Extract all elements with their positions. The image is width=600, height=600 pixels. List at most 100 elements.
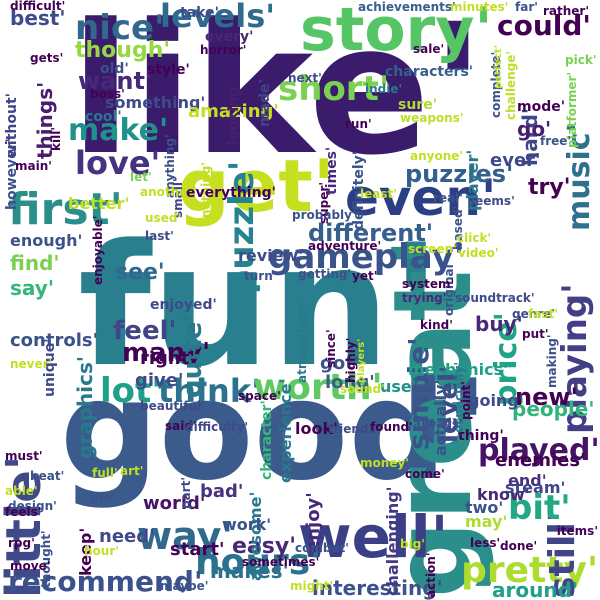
word-fast: fast': [528, 307, 558, 321]
word-let: let': [130, 170, 152, 184]
word-enjoyable: enjoyable': [91, 215, 105, 286]
word-real: real': [433, 191, 463, 205]
word-move: move': [10, 559, 51, 573]
word-ever: ever': [490, 150, 541, 171]
word-long: long': [325, 372, 375, 393]
word-played: played': [478, 433, 600, 468]
word-better: better': [68, 194, 130, 213]
word-mode: mode': [517, 99, 566, 115]
word-well: well': [298, 503, 449, 571]
word-art: art': [120, 464, 144, 478]
word-say: say': [10, 276, 54, 300]
word-every: every': [205, 29, 254, 45]
word-big: big': [400, 537, 425, 551]
word-first: first': [8, 184, 124, 235]
word-short: short': [278, 69, 390, 109]
word-come: come': [405, 467, 445, 481]
word-want: want': [78, 67, 153, 95]
word-try: try': [528, 175, 571, 200]
word-sometimes: sometimes': [242, 555, 320, 569]
word-may: may': [465, 512, 508, 531]
word-adventure: adventure': [308, 239, 382, 253]
word-though: though': [75, 38, 171, 63]
word-amazing: amazing': [188, 101, 279, 122]
word-pretty: pretty': [461, 550, 598, 591]
word-know: know': [477, 485, 530, 504]
word-everything: everything': [186, 185, 276, 201]
word-full: full': [92, 466, 118, 480]
word-get: get': [178, 144, 335, 228]
word-difficulty: difficulty': [185, 420, 249, 434]
word-items: items': [556, 524, 598, 538]
word-done: done': [500, 539, 538, 553]
word-people: people': [512, 397, 595, 421]
word-sound: sound': [340, 382, 385, 396]
word-space: space': [238, 389, 281, 403]
word-pick: pick': [565, 53, 597, 67]
word-feels: feels': [5, 505, 42, 519]
word-graphics: graphics': [73, 356, 97, 459]
word-thing: thing': [458, 428, 504, 444]
word-able: able': [5, 484, 38, 498]
word-yet: yet': [352, 269, 378, 283]
word-horror: horror': [200, 43, 247, 57]
word-video: video': [458, 246, 499, 260]
word-turn: turn': [244, 269, 277, 283]
word-part: part': [179, 477, 193, 510]
word-design: design': [8, 499, 57, 513]
word-next: next': [288, 71, 322, 85]
word-recommend: recommend': [8, 565, 203, 598]
word-worth: worth': [253, 367, 383, 408]
word-make: make': [68, 113, 169, 148]
word-see: see': [115, 260, 165, 285]
word-mechanics: mechanics': [408, 360, 508, 379]
word-system: system': [402, 277, 455, 291]
word-enjoyed: enjoyed': [150, 297, 217, 313]
word-work: work': [222, 515, 272, 534]
word-seems: seems': [468, 194, 515, 208]
word-free: free': [540, 134, 572, 148]
word-old: old': [100, 61, 129, 77]
word-two: two': [465, 498, 504, 517]
word-different: different': [308, 219, 434, 247]
word-give: give': [135, 370, 184, 391]
word-genre: genre': [512, 307, 556, 321]
word-kind: kind': [420, 318, 453, 332]
word-feel: feel': [113, 316, 177, 346]
word-look: look': [295, 419, 339, 438]
word-made: made': [257, 78, 273, 127]
word-puzzles: puzzles': [405, 160, 514, 188]
word-levels: levels': [160, 0, 276, 35]
word-right: right': [140, 348, 195, 369]
word-love: love': [75, 144, 161, 182]
word-around: around': [492, 578, 579, 600]
word-always: always': [413, 417, 463, 431]
word-beat: beat': [30, 469, 65, 483]
word-gameplay: gameplay': [268, 237, 465, 277]
word-good: good': [60, 350, 490, 511]
word-got: got': [320, 353, 360, 374]
word-another: another': [140, 185, 197, 199]
word-rather: rather': [543, 4, 590, 18]
word-making: making': [545, 334, 559, 389]
word-easy: easy': [232, 534, 296, 559]
word-challenging: challenging': [383, 486, 402, 597]
word-use: use': [380, 377, 417, 396]
word-never: never': [10, 357, 53, 371]
word-kill: kill': [49, 127, 63, 152]
word-found: found': [370, 420, 413, 434]
word-gets: gets': [30, 51, 64, 65]
word-friends: friends': [328, 422, 380, 436]
word-run: run': [345, 117, 372, 131]
word-must: must': [5, 449, 43, 463]
word-probably: probably': [292, 208, 356, 222]
word-bad: bad': [200, 481, 244, 502]
word-achievements: achievements': [358, 0, 456, 14]
word-need: need': [99, 526, 155, 547]
word-difficult: difficult': [10, 0, 66, 13]
word-cool: cool': [85, 109, 122, 125]
word-interesting: interesting': [312, 576, 443, 600]
word-put: put': [522, 327, 549, 341]
word-characters: characters': [385, 64, 474, 80]
